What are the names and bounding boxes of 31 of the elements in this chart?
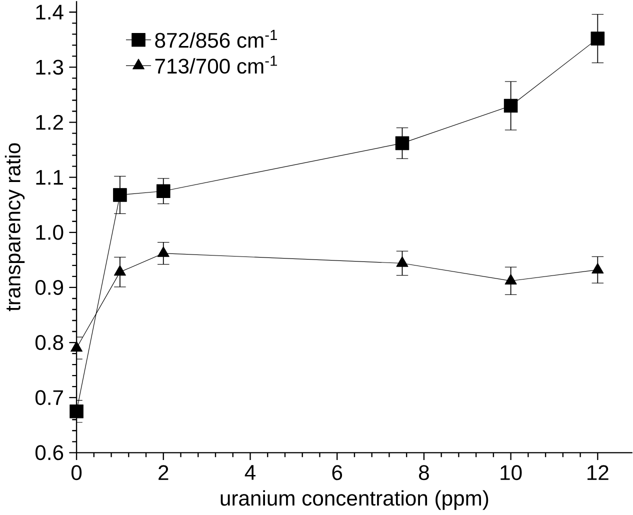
- point: [156, 184, 170, 198]
- legend-label: 713/700 cm$^{-1}$: [155, 56, 277, 74]
- y-tick-label: 1.0: [36, 225, 64, 240]
- y-tick-label: 1.3: [36, 60, 64, 75]
- x-tick-label: 12: [588, 465, 608, 480]
- y-tick-label: 0.7: [35, 390, 63, 406]
- x-axis-title: uranium concentration (ppm): [220, 490, 488, 510]
- y-tick-label: 1.4: [36, 4, 64, 20]
- y-tick-label: 1.2: [36, 115, 63, 130]
- point: [396, 256, 408, 267]
- x-tick-label: 10: [500, 465, 522, 480]
- point: [113, 188, 127, 202]
- y-tick-label: 0.8: [35, 335, 64, 350]
- y-tick-label: 0.9: [35, 280, 64, 296]
- y-tick-label: 0.6: [35, 445, 64, 460]
- point: [395, 136, 410, 150]
- legend-label: 872/856 cm$^{-1}$: [155, 30, 277, 48]
- x-tick-label: 6: [332, 465, 342, 480]
- point: [590, 32, 605, 46]
- point: [157, 246, 170, 258]
- y-axis-title: transparency ratio: [4, 143, 25, 312]
- x-tick-label: 4: [244, 465, 256, 480]
- x-tick-label: 2: [158, 465, 168, 480]
- x-tick-label: 0: [71, 465, 82, 480]
- point: [70, 341, 83, 352]
- point: [504, 98, 518, 113]
- y-tick-label: 1.1: [36, 170, 63, 185]
- point: [504, 274, 517, 285]
- point: [592, 263, 604, 274]
- point: [114, 265, 126, 276]
- x-tick-label: 8: [419, 465, 429, 480]
